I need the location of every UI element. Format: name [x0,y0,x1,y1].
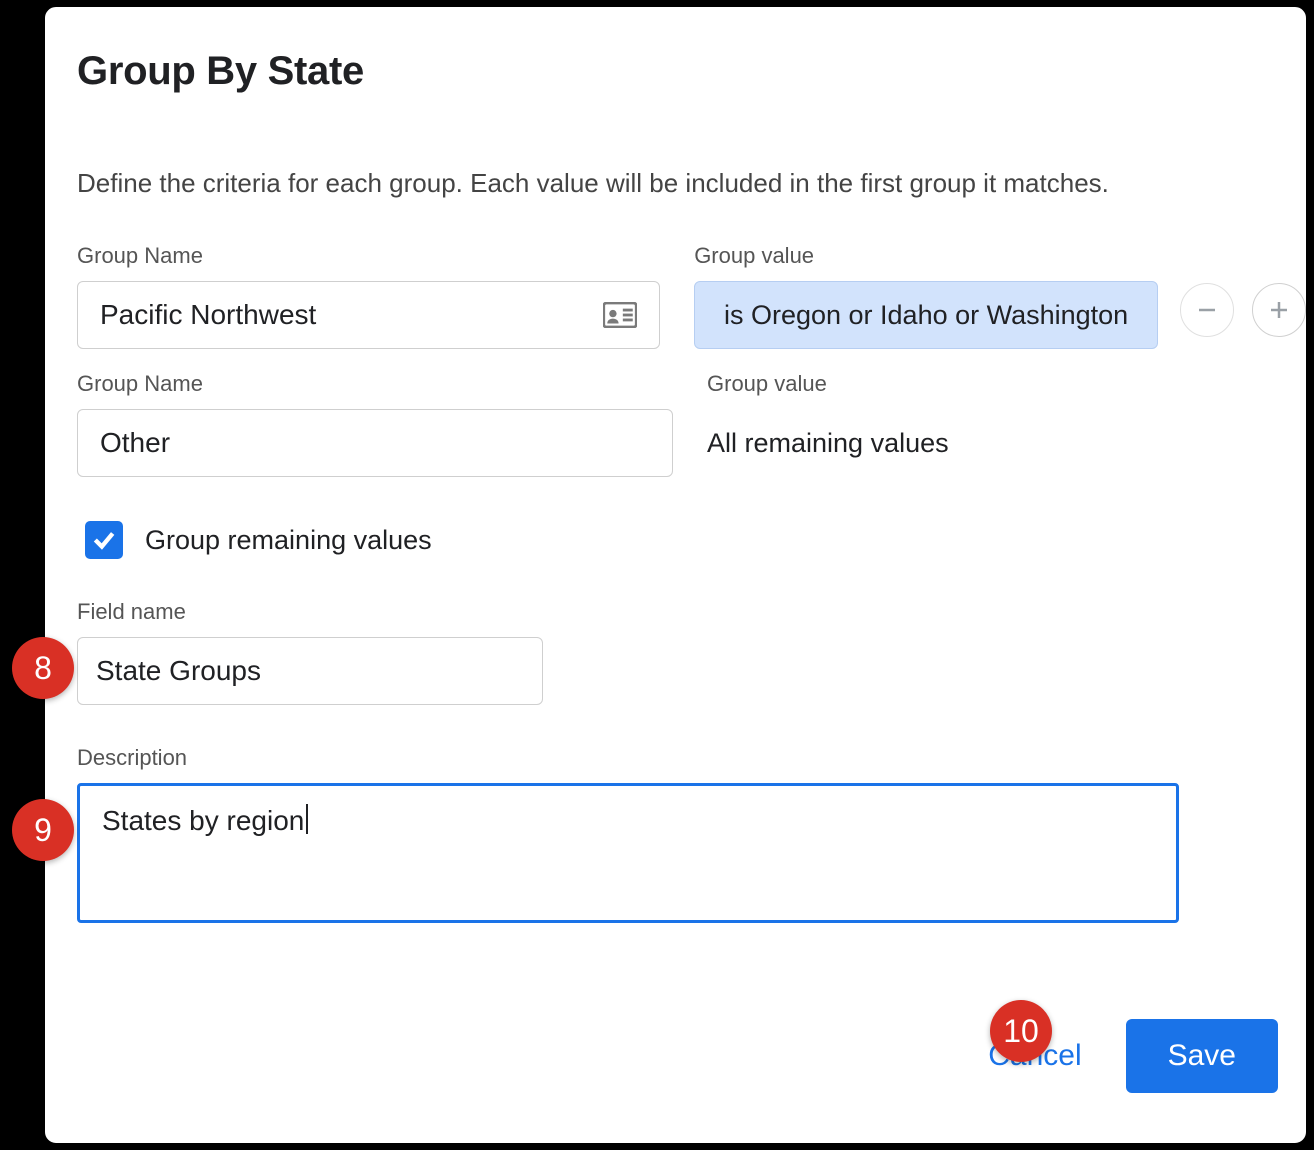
description-input[interactable]: States by region [77,783,1179,923]
check-icon [91,527,117,553]
add-group-button[interactable] [1252,283,1306,337]
group-remaining-row: Group remaining values [85,521,1306,559]
field-name-label: Field name [77,599,1306,625]
group-row-1: Group Name Other Group value All remaini… [77,371,1306,477]
callout-8: 8 [12,637,74,699]
id-card-icon [603,302,637,328]
field-name-value: State Groups [96,655,261,687]
group-value-label: Group value [694,243,1158,269]
dialog-subtitle: Define the criteria for each group. Each… [77,168,1306,199]
group-name-input-0[interactable]: Pacific Northwest [77,281,660,349]
group-remaining-label: Group remaining values [145,525,432,556]
minus-icon [1196,299,1218,321]
group-value-label: Group value [707,371,1181,397]
dialog-title: Group By State [77,49,1306,94]
group-remaining-checkbox[interactable] [85,521,123,559]
save-button[interactable]: Save [1126,1019,1278,1093]
group-name-label: Group Name [77,371,673,397]
group-name-label: Group Name [77,243,660,269]
plus-icon [1268,299,1290,321]
group-name-value-0: Pacific Northwest [100,299,603,331]
group-row-0: Group Name Pacific Northwest Group value… [77,243,1306,349]
description-value: States by region [102,805,304,836]
field-name-input[interactable]: State Groups [77,637,543,705]
group-by-state-dialog: Group By State Define the criteria for e… [42,4,1309,1146]
group-name-value-1: Other [100,427,650,459]
group-value-static-1: All remaining values [707,409,1181,477]
remove-group-button[interactable] [1180,283,1234,337]
group-value-text-0: is Oregon or Idaho or Washington [724,300,1128,331]
description-label: Description [77,745,1306,771]
text-cursor [306,804,308,834]
callout-10: 10 [990,1000,1052,1062]
group-name-input-1[interactable]: Other [77,409,673,477]
callout-9: 9 [12,799,74,861]
group-value-text-1: All remaining values [707,428,949,459]
group-value-pill-0[interactable]: is Oregon or Idaho or Washington [694,281,1158,349]
